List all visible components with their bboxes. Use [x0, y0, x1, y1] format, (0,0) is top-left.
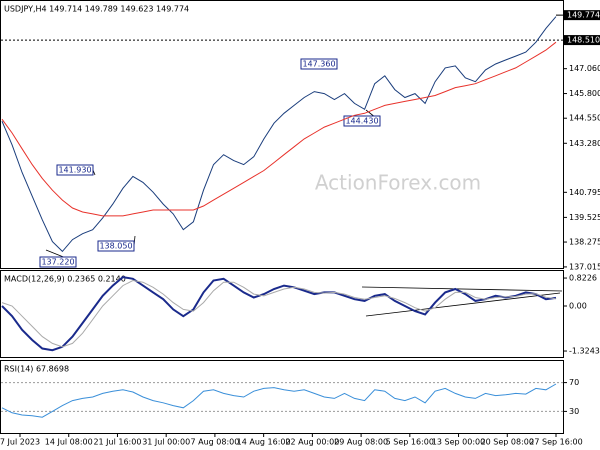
series-line: [1, 383, 557, 418]
annotation-box: [300, 58, 338, 70]
annotation-box: [343, 115, 381, 127]
x-tick-label: 14 Jul 08:00: [45, 438, 93, 447]
x-tick-label: 20 Sep 08:00: [481, 438, 534, 447]
rsi-panel: [0, 360, 564, 434]
annotation-label: 137.220: [41, 258, 74, 267]
trend-line: [361, 286, 563, 292]
y-tick-label: 139.525: [569, 213, 600, 222]
y-tick-label: 137.015: [569, 262, 600, 271]
annotation-box: [56, 164, 94, 176]
panel-title: RSI(14) 67.8698: [4, 365, 69, 374]
watermark: ActionForex.com: [315, 171, 481, 195]
price-tag: [564, 10, 600, 21]
annotation-box: [39, 256, 77, 268]
annotation-label: 144.430: [345, 117, 378, 126]
y-tick-label: 144.550: [569, 114, 600, 123]
x-tick-label: 22 Aug 00:00: [285, 438, 339, 447]
x-tick-label: 7 Aug 08:00: [190, 438, 239, 447]
x-tick-label: 5 Sep 16:00: [386, 438, 434, 447]
y-tick-label: 0.8226: [569, 274, 597, 283]
x-tick-label: 14 Aug 16:00: [237, 438, 291, 447]
annotation-box: [97, 240, 135, 252]
x-tick-label: 21 Jul 16:00: [93, 438, 141, 447]
x-tick-label: 29 Aug 08:00: [334, 438, 388, 447]
price-panel: [0, 0, 564, 269]
panel-title: USDJPY,H4 149.714 149.789 149.623 149.77…: [4, 5, 189, 14]
y-tick-label: 30: [569, 407, 579, 416]
y-tick-label: 147.060: [569, 64, 600, 73]
annotation-label: 141.930: [58, 166, 91, 175]
trend-line: [365, 292, 561, 317]
y-tick-label: 140.795: [569, 188, 600, 197]
x-tick-label: 27 Sep 16:00: [529, 438, 582, 447]
x-tick-label: 13 Sep 00:00: [432, 438, 485, 447]
y-tick-label: 138.275: [569, 238, 600, 247]
y-tick-label: 0.00: [569, 302, 587, 311]
x-tick-label: 7 Jul 2023: [0, 438, 40, 447]
panel-title: MACD(12,26,9) 0.2365 0.2140: [4, 275, 126, 284]
series-line: [1, 41, 557, 217]
price-tag: [564, 35, 600, 46]
y-tick-label: -1.3243: [569, 347, 600, 356]
annotation-label: 147.360: [302, 60, 335, 69]
y-tick-label: 70: [569, 378, 579, 387]
x-tick-label: 31 Jul 00:00: [142, 438, 190, 447]
price-tag-label: 149.774: [567, 11, 600, 20]
annotation-label: 138.050: [99, 242, 132, 251]
price-tag-label: 148.510: [567, 36, 600, 45]
series-line: [1, 16, 557, 253]
series-line: [1, 279, 557, 348]
series-line: [1, 276, 557, 352]
y-tick-label: 143.280: [569, 139, 600, 148]
macd-panel: [0, 270, 564, 358]
y-tick-label: 145.800: [569, 89, 600, 98]
